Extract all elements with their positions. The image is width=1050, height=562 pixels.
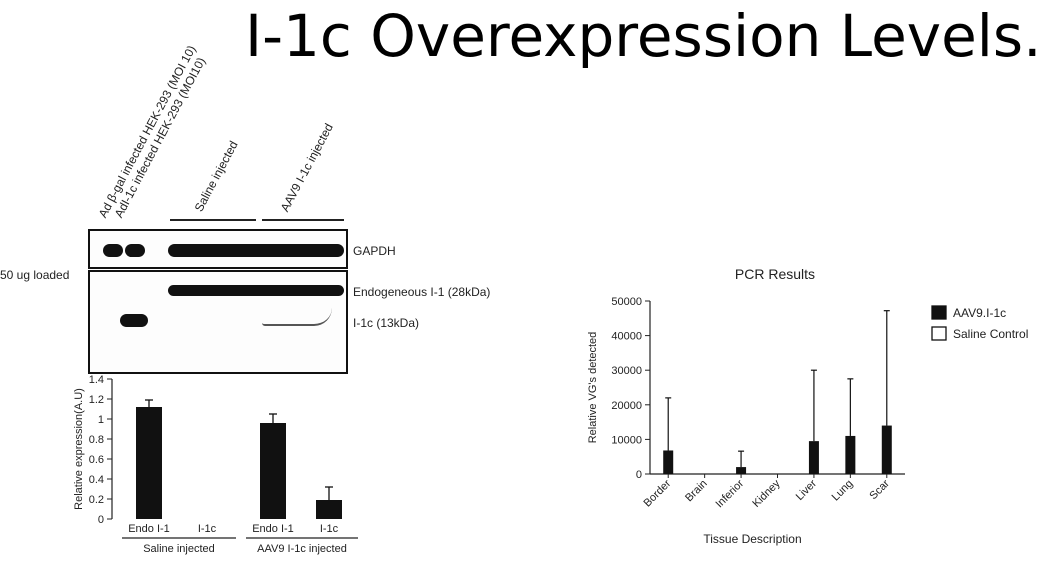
group-line-aav9 — [262, 219, 344, 221]
y-tick-label: 0 — [98, 514, 104, 526]
x-tick-label: Scar — [867, 477, 892, 502]
bar — [260, 423, 286, 519]
legend-swatch — [931, 305, 947, 320]
x-tick-label: Endo I-1 — [128, 523, 170, 535]
page-title: I-1c Overexpression Levels. — [245, 2, 1042, 70]
x-tick-label: Endo I-1 — [252, 523, 294, 535]
legend-swatch — [931, 326, 947, 341]
group-label: Saline injected — [143, 543, 215, 555]
y-tick-label: 1.4 — [89, 374, 104, 386]
band-label-i1c: I-1c (13kDa) — [353, 316, 420, 330]
y-tick-label: 20000 — [611, 400, 642, 412]
group-label-aav9: AAV9 I-1c injected — [277, 121, 336, 214]
bar — [845, 435, 856, 474]
expression-chart: 0 0.2 0.4 0.6 0.8 1 1.2 1.4 Relative expression(… — [73, 374, 358, 555]
y-tick-label: 0.6 — [89, 454, 104, 466]
band — [125, 244, 145, 257]
legend-label: Saline Control — [953, 327, 1028, 341]
x-tick-label: Lung — [830, 478, 856, 504]
bar — [316, 500, 342, 519]
y-tick-label: 1.2 — [89, 394, 104, 406]
legend-label: AAV9.I-1c — [953, 306, 1006, 320]
y-tick-label: 0.2 — [89, 494, 104, 506]
y-tick-label: 50000 — [611, 296, 642, 308]
bar — [881, 425, 892, 474]
group-label-saline: Saline injected — [191, 138, 241, 214]
band — [168, 285, 344, 296]
y-tick-label: 40000 — [611, 331, 642, 343]
faint-band — [262, 308, 332, 326]
gapdh-blot — [88, 229, 348, 269]
bar — [663, 450, 674, 474]
band — [168, 244, 344, 257]
y-tick-label: 0 — [636, 469, 642, 481]
y-tick-label: 10000 — [611, 434, 642, 446]
y-axis-label: Relative expression(A.U) — [73, 388, 85, 510]
bar — [736, 467, 747, 474]
band — [103, 244, 123, 257]
bar — [136, 407, 162, 519]
band — [120, 314, 148, 327]
y-tick-label: 0.4 — [89, 474, 104, 486]
band-label-endogenous: Endogeneous I-1 (28kDa) — [353, 285, 491, 299]
lane-label-bgal: Ad β-gal infected HEK-293 (MOI 10) — [95, 43, 199, 220]
lane-label-adi1c: AdI-1c infected HEK-293 (MOI10) — [111, 55, 209, 220]
chart-title: PCR Results — [735, 266, 815, 282]
loaded-label: 50 ug loaded — [0, 268, 70, 282]
x-tick-label: Border — [641, 477, 673, 509]
x-tick-label: Inferior — [713, 477, 746, 510]
bar — [808, 441, 819, 474]
x-axis-label: Tissue Description — [703, 532, 801, 546]
group-label: AAV9 I-1c injected — [257, 543, 347, 555]
y-tick-label: 30000 — [611, 365, 642, 377]
x-tick-label: Liver — [794, 477, 820, 503]
y-axis-label: Relative VG's detected — [587, 332, 599, 444]
y-tick-label: 0.8 — [89, 434, 104, 446]
x-tick-label: I-1c — [320, 523, 339, 535]
band-label-gapdh: GAPDH — [353, 244, 396, 258]
x-tick-label: Brain — [683, 478, 710, 505]
pcr-chart: PCR Results 0 10000 20000 30000 40000 50000 Rel… — [587, 266, 1028, 546]
y-tick-label: 1 — [98, 414, 104, 426]
x-tick-label: I-1c — [198, 523, 217, 535]
group-line-saline — [170, 219, 256, 221]
i1-blot — [88, 270, 348, 374]
x-tick-label: Kidney — [750, 477, 783, 510]
